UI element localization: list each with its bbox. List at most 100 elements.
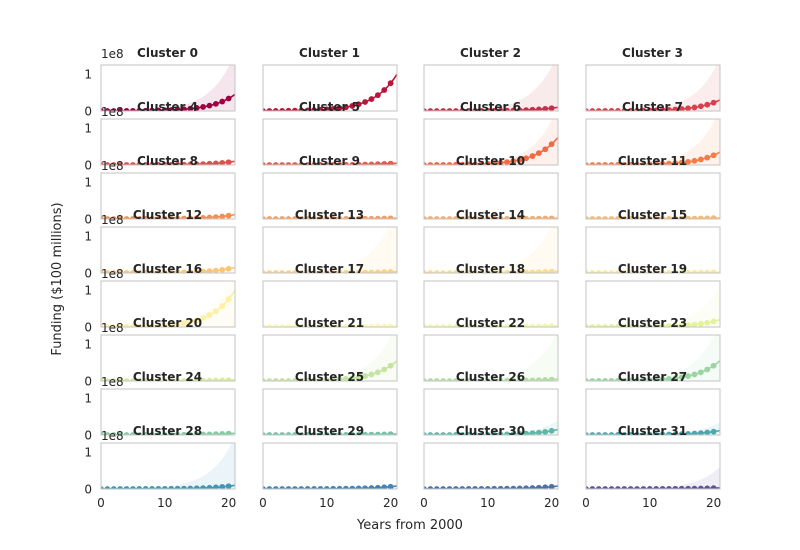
data-point <box>446 108 453 111</box>
data-point <box>387 323 394 327</box>
data-point <box>349 215 356 219</box>
panel-title: Cluster 23 <box>618 316 687 330</box>
data-point <box>621 216 628 219</box>
data-point <box>368 371 375 378</box>
data-point <box>142 486 149 489</box>
data-point <box>225 159 232 165</box>
data-point <box>174 378 181 381</box>
data-point <box>523 155 529 162</box>
data-point <box>666 215 672 219</box>
data-point <box>187 161 194 165</box>
data-point <box>292 324 298 327</box>
x-axis-label: Years from 2000 <box>356 518 463 533</box>
data-point <box>304 107 311 111</box>
data-point <box>678 431 685 435</box>
data-point <box>155 322 162 327</box>
data-point <box>446 216 453 219</box>
data-point <box>104 108 111 111</box>
y-tick-label: 1 <box>84 122 92 136</box>
data-point <box>510 377 517 381</box>
data-point <box>117 486 124 489</box>
data-point <box>465 270 472 273</box>
data-point <box>433 378 440 381</box>
confidence-band <box>263 227 397 273</box>
data-point <box>362 215 368 219</box>
data-point <box>336 324 343 327</box>
data-point <box>653 431 660 435</box>
data-point <box>659 270 666 273</box>
data-point <box>535 106 542 111</box>
data-point <box>646 323 653 327</box>
data-point <box>491 431 498 435</box>
data-point <box>424 486 427 489</box>
y-tick-label: 0 <box>84 375 92 389</box>
data-point <box>586 270 589 273</box>
axes-frame <box>423 226 559 274</box>
panel-17: Cluster 17 <box>262 262 398 328</box>
data-point <box>666 431 672 435</box>
data-point <box>292 107 298 111</box>
data-point <box>149 269 155 273</box>
data-point <box>130 323 136 327</box>
axes-frame <box>585 388 721 436</box>
data-point <box>219 160 226 165</box>
offset-text: 1e8 <box>101 375 124 389</box>
data-point <box>155 215 162 219</box>
data-point <box>206 484 213 489</box>
data-point <box>678 106 685 111</box>
data-point <box>219 303 226 309</box>
data-point <box>142 432 149 435</box>
data-point <box>161 215 168 219</box>
data-point <box>672 431 679 435</box>
data-point <box>459 324 466 327</box>
data-point <box>263 432 266 435</box>
panel-5: Cluster 5 <box>262 100 398 166</box>
data-point <box>187 377 194 381</box>
data-point <box>266 324 273 327</box>
data-point <box>646 431 653 435</box>
data-point <box>130 162 136 165</box>
data-point <box>472 161 478 165</box>
data-point <box>272 486 279 489</box>
data-point <box>433 486 440 489</box>
data-point <box>110 270 117 273</box>
data-point <box>149 162 155 165</box>
data-point <box>355 485 362 489</box>
panel-31: Cluster 31 0 10 20 <box>582 424 721 510</box>
data-point <box>497 107 504 111</box>
data-point <box>330 216 337 219</box>
data-point <box>225 296 232 303</box>
confidence-band <box>263 335 397 381</box>
panel-title: Cluster 21 <box>295 316 364 330</box>
data-point <box>263 486 266 489</box>
data-point <box>504 159 510 165</box>
confidence-band <box>424 65 558 111</box>
data-point <box>608 216 615 219</box>
data-point <box>136 216 143 219</box>
data-point <box>497 377 504 381</box>
data-point <box>666 160 672 165</box>
data-point <box>440 324 447 327</box>
data-point <box>516 215 523 219</box>
data-point <box>304 270 311 273</box>
x-tick-label: 0 <box>259 496 267 510</box>
data-point <box>602 324 609 327</box>
data-point <box>472 431 478 435</box>
confidence-band <box>424 227 558 273</box>
panel-26: Cluster 26 <box>423 370 559 436</box>
data-point <box>266 270 273 273</box>
data-point <box>193 105 200 111</box>
data-point <box>136 432 143 435</box>
data-point <box>497 324 504 327</box>
data-point <box>459 216 466 219</box>
data-point <box>181 377 187 381</box>
data-point <box>343 431 349 435</box>
data-point <box>374 215 381 219</box>
data-point <box>323 216 330 219</box>
data-point <box>219 98 226 105</box>
data-point <box>472 216 478 219</box>
data-point <box>446 378 453 381</box>
data-point <box>542 377 549 381</box>
data-point <box>433 162 440 165</box>
data-point <box>491 160 498 165</box>
